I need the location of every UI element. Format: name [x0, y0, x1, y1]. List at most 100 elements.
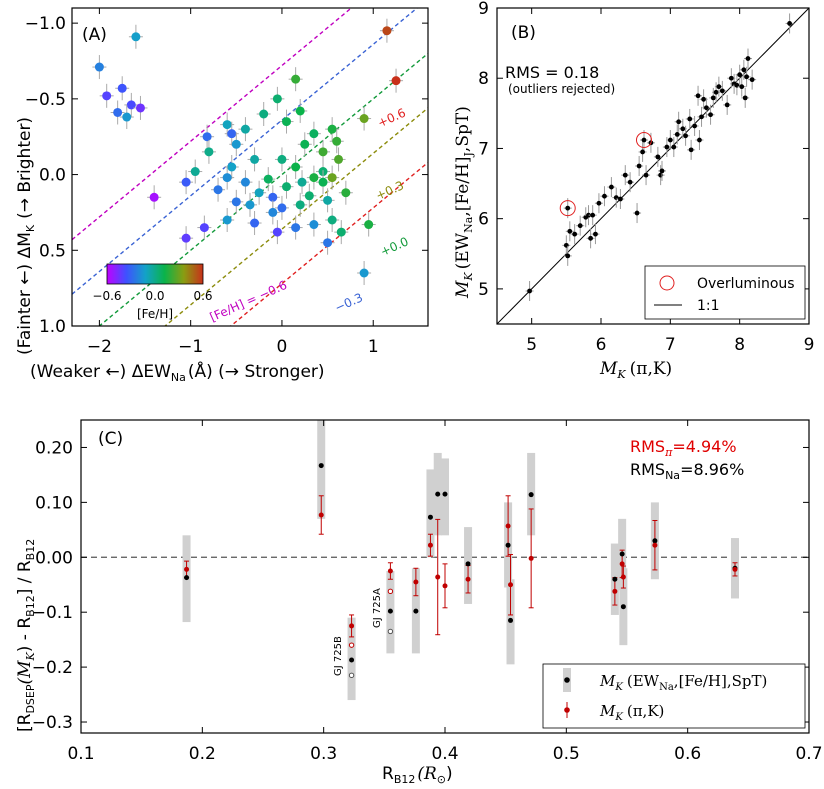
y-tick-label: 0.00: [35, 548, 73, 568]
pi-point: [620, 574, 626, 580]
na-uncertainty-band: [426, 469, 435, 558]
data-point: [710, 95, 716, 101]
x-tick-label: 0.6: [674, 744, 701, 764]
data-point: [636, 163, 642, 169]
data-point: [222, 215, 232, 225]
metallicity-line-label: +0.0: [378, 234, 410, 259]
pi-point: [508, 582, 514, 588]
pi-point: [387, 568, 393, 574]
data-point: [231, 197, 241, 207]
colorbar-gradient: [106, 263, 204, 285]
data-point: [627, 179, 633, 185]
pi-point: [442, 583, 448, 589]
gj-open-point: [387, 588, 394, 595]
na-point: [387, 608, 393, 614]
gj725b-label: GJ 725B: [333, 636, 344, 676]
legend-pi-label: MK (π,K): [599, 702, 664, 723]
data-point: [204, 147, 214, 157]
data-point: [699, 114, 704, 120]
data-point: [309, 220, 319, 230]
data-point: [674, 132, 680, 137]
na-point: [619, 551, 625, 557]
metallicity-line: [164, 107, 428, 326]
legend-oneone: 1:1: [697, 298, 720, 314]
x-tick-label: 0.2: [189, 744, 216, 764]
na-point: [652, 538, 658, 544]
panel-c-legend-box: [542, 663, 806, 729]
data-point: [300, 139, 310, 149]
y-tick-label: 1.0: [39, 317, 66, 337]
data-point: [102, 91, 112, 101]
data-point: [213, 185, 223, 195]
x-tick-label: 0.7: [795, 744, 822, 764]
data-point: [739, 84, 745, 90]
data-point: [277, 154, 287, 164]
data-point: [222, 120, 232, 130]
data-point: [240, 124, 250, 134]
data-point: [323, 195, 333, 205]
panel-b-xlabel: MK (π,K): [599, 359, 672, 381]
data-point: [593, 231, 598, 237]
na-point: [435, 491, 441, 497]
panel-b-ylabel: MK(EWNa,[Fe/H]J,SpT): [453, 106, 475, 299]
data-point: [181, 233, 191, 243]
legend-na-label: MK (EWNa,[Fe/H],SpT): [599, 672, 767, 693]
data-point: [742, 95, 748, 101]
panel-c-points: [182, 420, 739, 701]
data-point: [334, 154, 344, 164]
data-point: [741, 67, 747, 73]
data-point: [602, 193, 607, 199]
colorbar-tick-low: −0.6: [92, 289, 121, 303]
data-point: [277, 203, 287, 213]
data-point: [364, 220, 374, 230]
metallicity-line-label: +0.3: [374, 178, 406, 203]
panel-a-colorbar: −0.6 0.0 0.6 [Fe/H]: [92, 263, 213, 321]
panel-a: −2 −1 0 1 −1.0 −0.5 0.0 0.5 1.0 [Fe/H] = −0.6 −0.3…: [15, 7, 429, 384]
pi-point: [619, 561, 625, 567]
data-point: [724, 102, 730, 108]
pi-point: [465, 576, 471, 582]
panel-b: 5 6 7 8 9 5 6 7 8 9 (B) RMS = 0.18 (outliers reje…: [453, 0, 814, 381]
data-point: [181, 177, 191, 187]
data-point: [327, 124, 337, 134]
na-point: [620, 604, 626, 610]
legend-pi-marker: [564, 707, 570, 713]
panel-a-xlabel: (Weaker ←) ΔEWNa (Å) (→ Stronger): [30, 360, 325, 384]
data-point: [577, 223, 583, 229]
data-point: [745, 56, 751, 61]
data-point: [622, 172, 628, 178]
data-point: [667, 137, 673, 143]
data-point: [291, 162, 301, 172]
pi-point: [427, 542, 433, 548]
data-point: [359, 268, 369, 278]
data-point: [131, 32, 141, 42]
data-point: [227, 129, 237, 139]
data-point: [254, 188, 264, 198]
x-tick-label: −2: [87, 337, 112, 357]
y-tick-label: 0.20: [35, 438, 73, 458]
data-point: [716, 84, 722, 90]
data-point: [113, 107, 123, 117]
na-point: [612, 576, 618, 582]
pi-point: [612, 588, 618, 594]
rms-annotation: RMS = 0.18: [505, 63, 599, 82]
x-tick-label: 8: [734, 335, 745, 355]
na-point: [442, 491, 448, 497]
metallicity-line-label: −0.3: [333, 290, 365, 315]
data-point: [149, 192, 159, 202]
y-tick-label: 5: [478, 280, 489, 300]
y-tick-label: −0.5: [25, 90, 66, 110]
data-point: [318, 147, 328, 157]
x-tick-label: 5: [526, 335, 537, 355]
gj-open-point: [387, 628, 394, 635]
y-tick-label: −0.3: [32, 713, 73, 733]
pi-point: [732, 566, 738, 572]
pi-point: [349, 623, 355, 629]
panel-a-ylabel: (Fainter ←) ΔMK(→ Brighter): [15, 117, 37, 355]
panel-b-frame: [496, 7, 810, 325]
x-tick-label: 0.1: [67, 744, 94, 764]
data-point: [659, 168, 665, 174]
gj725a-label: GJ 725A: [372, 588, 383, 628]
data-point: [272, 94, 282, 104]
